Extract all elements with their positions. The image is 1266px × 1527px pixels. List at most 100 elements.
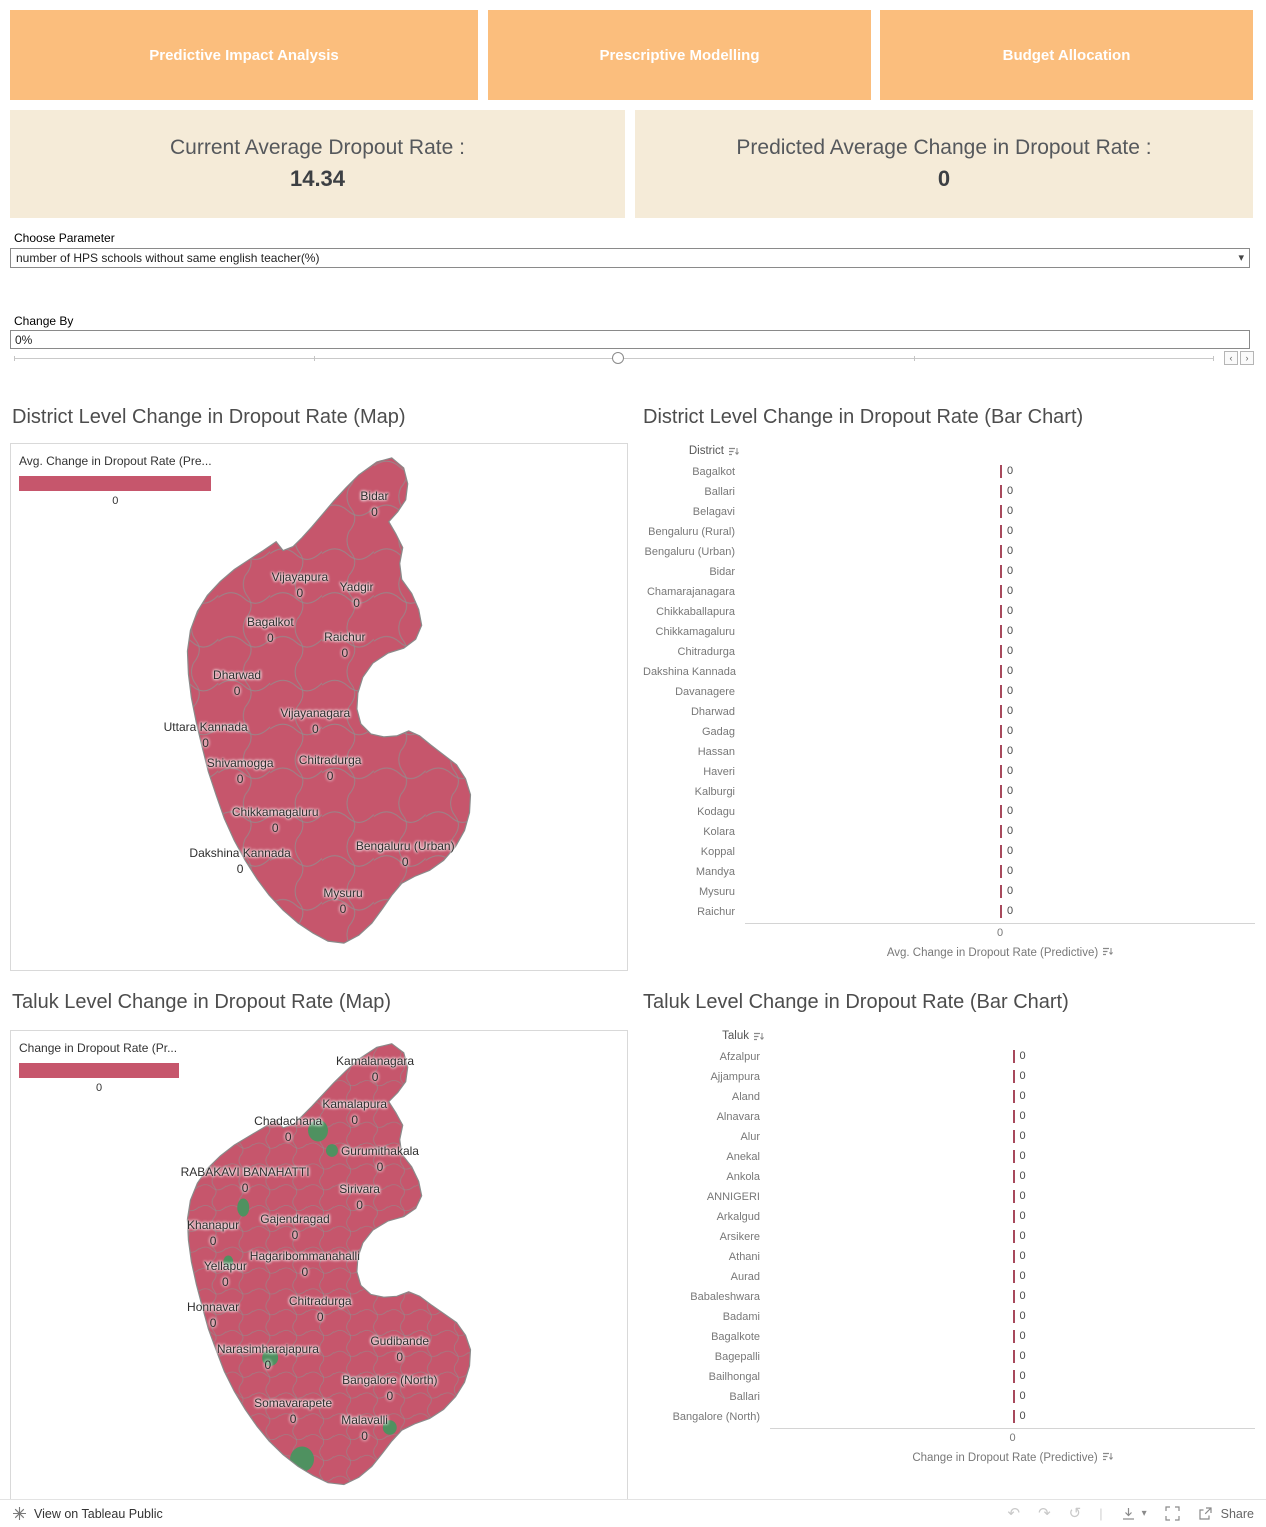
view-on-tableau-public-link[interactable]: View on Tableau Public (12, 1506, 163, 1521)
district-bar-row[interactable]: Kodagu 0 (643, 802, 1255, 822)
redo-icon[interactable]: ↷ (1038, 1505, 1051, 1522)
district-bar-row[interactable]: Ballari 0 (643, 482, 1255, 502)
sort-icon[interactable] (1102, 1451, 1113, 1462)
taluk-bar-row[interactable]: Arsikere 0 (643, 1227, 1255, 1247)
district-bar-row[interactable]: Chikkamagaluru 0 (643, 622, 1255, 642)
change-by-input[interactable] (10, 330, 1250, 349)
sort-icon[interactable] (753, 1031, 764, 1042)
taluk-map-label[interactable]: Yellapur 0 (204, 1259, 247, 1289)
taluk-bar-row[interactable]: Athani 0 (643, 1247, 1255, 1267)
taluk-bar-row[interactable]: Afzalpur 0 (643, 1047, 1255, 1067)
sort-icon[interactable] (728, 446, 739, 457)
district-bar-row[interactable]: Bidar 0 (643, 562, 1255, 582)
district-map-label[interactable]: Bidar 0 (360, 489, 388, 519)
district-bar-row[interactable]: Belagavi 0 (643, 502, 1255, 522)
district-map-label[interactable]: Vijayanagara 0 (280, 706, 350, 736)
parameter-select[interactable]: number of HPS schools without same engli… (10, 248, 1250, 268)
zero-bar-mark (1012, 1130, 1015, 1143)
district-bar-row[interactable]: Gadag 0 (643, 722, 1255, 742)
taluk-map-label[interactable]: Chadachana 0 (254, 1114, 322, 1144)
taluk-map-label[interactable]: Bangalore (North) 0 (342, 1373, 437, 1403)
tab-budget-allocation[interactable]: Budget Allocation (880, 10, 1253, 100)
district-bar-row[interactable]: Kolara 0 (643, 822, 1255, 842)
district-map-label[interactable]: Mysuru 0 (323, 886, 362, 916)
taluk-map-label[interactable]: Chitradurga 0 (289, 1294, 352, 1324)
district-map-label[interactable]: Raichur 0 (324, 630, 365, 660)
taluk-map-label[interactable]: Somavarapete 0 (254, 1396, 332, 1426)
taluk-map-label[interactable]: RABAKAVI BANAHATTI 0 (181, 1165, 310, 1195)
sort-icon[interactable] (1102, 946, 1114, 957)
district-map-label[interactable]: Chitradurga 0 (299, 753, 362, 783)
share-label[interactable]: Share (1220, 1506, 1254, 1521)
district-map-label[interactable]: Yadgir 0 (340, 580, 374, 610)
district-bar-row[interactable]: Davanagere 0 (643, 682, 1255, 702)
row-label: Mysuru (698, 886, 735, 898)
taluk-bar-row[interactable]: Babaleshwara 0 (643, 1287, 1255, 1307)
district-map-label[interactable]: Dharwad 0 (213, 668, 261, 698)
taluk-bar-row[interactable]: ANNIGERI 0 (643, 1187, 1255, 1207)
district-map-label[interactable]: Bagalkot 0 (247, 615, 294, 645)
taluk-bar-row[interactable]: Ankola 0 (643, 1167, 1255, 1187)
share-icon[interactable] (1198, 1506, 1213, 1521)
taluk-bar-row[interactable]: Aland 0 (643, 1087, 1255, 1107)
taluk-bar-row[interactable]: Aurad 0 (643, 1267, 1255, 1287)
taluk-map-label[interactable]: Kamalanagara 0 (336, 1054, 414, 1084)
taluk-map-label[interactable]: Gajendragad 0 (260, 1212, 329, 1242)
district-bar-row[interactable]: Bengaluru (Rural) 0 (643, 522, 1255, 542)
slider-next-button[interactable]: › (1240, 351, 1254, 365)
district-bar-row[interactable]: Dharwad 0 (643, 702, 1255, 722)
reset-icon[interactable]: ↺ (1068, 1505, 1082, 1522)
taluk-map-label[interactable]: Narasimharajapura 0 (217, 1342, 319, 1372)
district-bar-row[interactable]: Chitradurga 0 (643, 642, 1255, 662)
district-bar-row[interactable]: Koppal 0 (643, 842, 1255, 862)
taluk-map-label[interactable]: Gurumithakala 0 (341, 1144, 419, 1174)
district-bar-row[interactable]: Haveri 0 (643, 762, 1255, 782)
taluk-bar-row[interactable]: Ajjampura 0 (643, 1067, 1255, 1087)
taluk-map-label[interactable]: Sirivara 0 (339, 1182, 380, 1212)
taluk-bar-row[interactable]: Bagalkote 0 (643, 1327, 1255, 1347)
district-bar-row[interactable]: Mandya 0 (643, 862, 1255, 882)
taluk-bar-row[interactable]: Ballari 0 (643, 1387, 1255, 1407)
taluk-bar-row[interactable]: Bagepalli 0 (643, 1347, 1255, 1367)
taluk-bar-row[interactable]: Badami 0 (643, 1307, 1255, 1327)
taluk-column-header[interactable]: Taluk (643, 1030, 770, 1042)
taluk-map-label[interactable]: Honnavar 0 (187, 1300, 239, 1330)
district-bar-row[interactable]: Hassan 0 (643, 742, 1255, 762)
district-bar-row[interactable]: Mysuru 0 (643, 882, 1255, 902)
district-map-label[interactable]: Bengaluru (Urban) 0 (356, 839, 455, 869)
district-map-label[interactable]: Uttara Kannada 0 (164, 720, 248, 750)
taluk-map-label[interactable]: Malavalli 0 (341, 1413, 388, 1443)
taluk-bar-row[interactable]: Alur 0 (643, 1127, 1255, 1147)
taluk-bar-row[interactable]: Anekal 0 (643, 1147, 1255, 1167)
district-map-label[interactable]: Shivamogga 0 (207, 756, 274, 786)
download-caret-icon[interactable]: ▾ (1141, 1508, 1147, 1519)
district-bar-row[interactable]: Bagalkot 0 (643, 462, 1255, 482)
district-bar-row[interactable]: Bengaluru (Urban) 0 (643, 542, 1255, 562)
tab-prescriptive-modelling[interactable]: Prescriptive Modelling (488, 10, 871, 100)
taluk-map-label[interactable]: Khanapur 0 (187, 1218, 239, 1248)
download-icon[interactable] (1121, 1507, 1136, 1521)
slider-handle[interactable] (612, 352, 624, 364)
district-column-header[interactable]: District (643, 445, 745, 457)
district-map-label[interactable]: Chikkamagaluru 0 (232, 805, 319, 835)
district-map-label[interactable]: Dakshina Kannada 0 (189, 846, 290, 876)
taluk-bar-row[interactable]: Alnavara 0 (643, 1107, 1255, 1127)
taluk-bar-row[interactable]: Bailhongal 0 (643, 1367, 1255, 1387)
taluk-bar-row[interactable]: Arkalgud 0 (643, 1207, 1255, 1227)
undo-icon[interactable]: ↶ (1007, 1505, 1021, 1522)
district-bar-row[interactable]: Dakshina Kannada 0 (643, 662, 1255, 682)
district-bar-row[interactable]: Chikkaballapura 0 (643, 602, 1255, 622)
taluk-map-label[interactable]: Kamalapura 0 (322, 1097, 387, 1127)
district-bar-row[interactable]: Chamarajanagara 0 (643, 582, 1255, 602)
taluk-bar-row[interactable]: Bangalore (North) 0 (643, 1407, 1255, 1427)
slider-prev-button[interactable]: ‹ (1224, 351, 1238, 365)
fullscreen-icon[interactable] (1165, 1506, 1180, 1521)
district-bar-row[interactable]: Raichur 0 (643, 902, 1255, 922)
karnataka-taluk-map[interactable] (11, 1031, 627, 1509)
district-map-label[interactable]: Vijayapura 0 (272, 570, 328, 600)
taluk-map-label[interactable]: Hagaribommanahalli 0 (250, 1249, 360, 1279)
taluk-map-label[interactable]: Gudibande 0 (370, 1334, 429, 1364)
karnataka-district-map[interactable] (11, 444, 627, 970)
district-bar-row[interactable]: Kalburgi 0 (643, 782, 1255, 802)
tab-predictive-impact-analysis[interactable]: Predictive Impact Analysis (10, 10, 478, 100)
